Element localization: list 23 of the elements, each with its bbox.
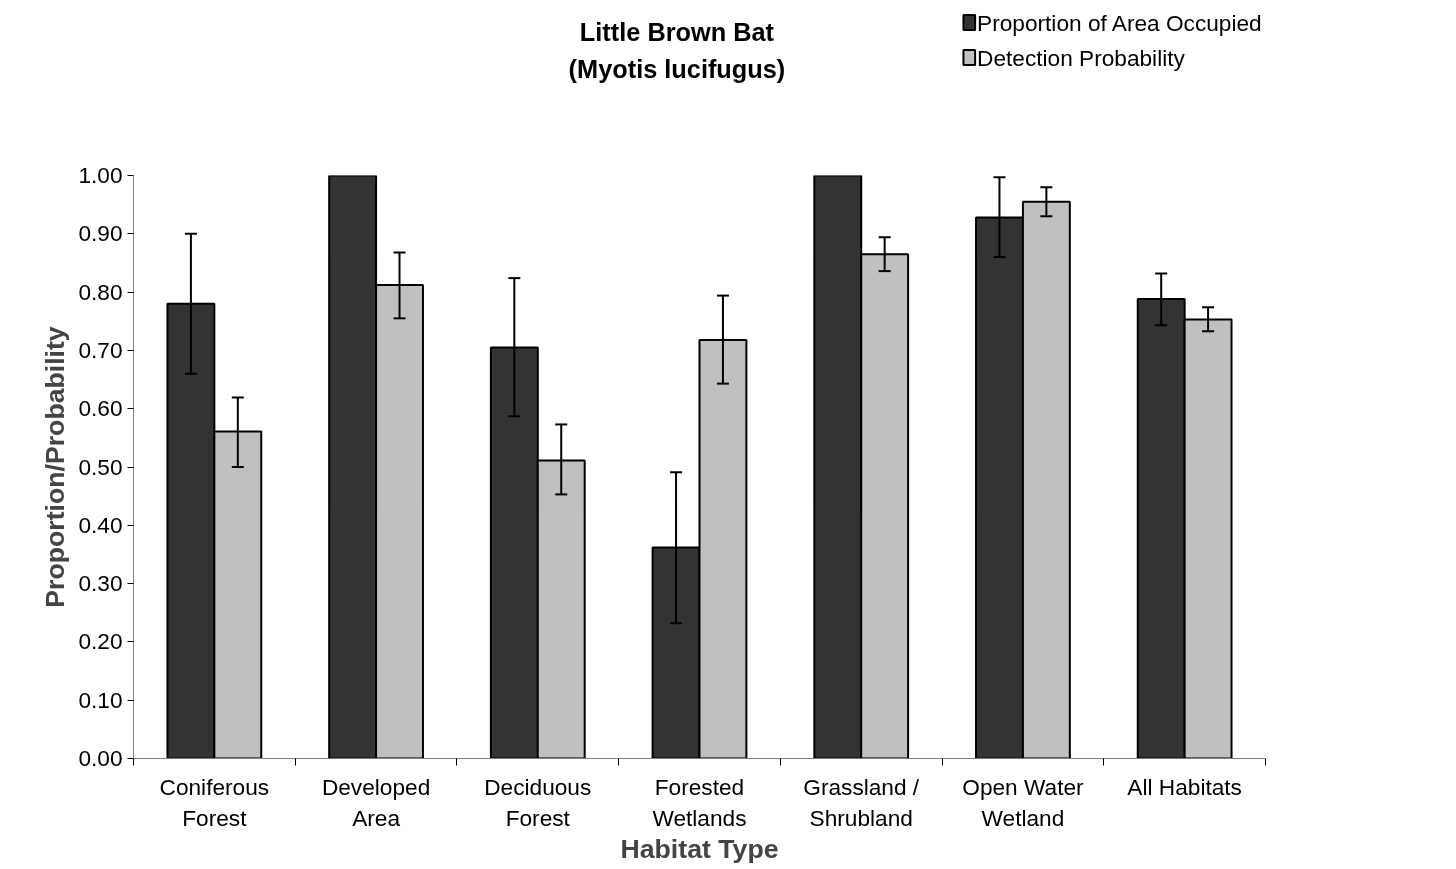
y-tick-label: 0.40 (78, 511, 123, 538)
y-tick-label: 0.10 (78, 686, 123, 713)
legend-label: Proportion of Area Occupied (977, 9, 1262, 36)
x-tick-label: Deciduous Forest (484, 773, 592, 831)
x-tick-label: All Habitats (1127, 773, 1242, 800)
x-tick-label: Open Water Wetland (962, 773, 1085, 831)
x-tick-label: Coniferous Forest (159, 773, 270, 831)
y-axis-title: Proportion/Probability (40, 326, 71, 608)
y-tick-label: 1.00 (78, 162, 123, 188)
y-tick-label: 0.70 (78, 336, 123, 363)
y-tick-label: 0.90 (78, 220, 123, 247)
y-tick-label: 0.80 (78, 278, 123, 305)
x-tick-label: Grassland / Shrubland (803, 773, 920, 831)
x-tick-label: Forested Wetlands (652, 773, 747, 831)
y-tick-label: 0.30 (78, 570, 123, 597)
legend-label: Detection Probability (977, 44, 1186, 71)
y-tick-label: 0.60 (78, 395, 123, 422)
chart-title: Little Brown Bat (Myotis lucifugus) (568, 18, 786, 83)
y-tick-label: 0.50 (78, 453, 123, 480)
y-tick-label: 0.00 (78, 745, 123, 771)
x-axis-title: Habitat Type (620, 833, 779, 864)
y-tick-label: 0.20 (78, 628, 123, 655)
x-tick-label: Developed Area (321, 773, 431, 831)
